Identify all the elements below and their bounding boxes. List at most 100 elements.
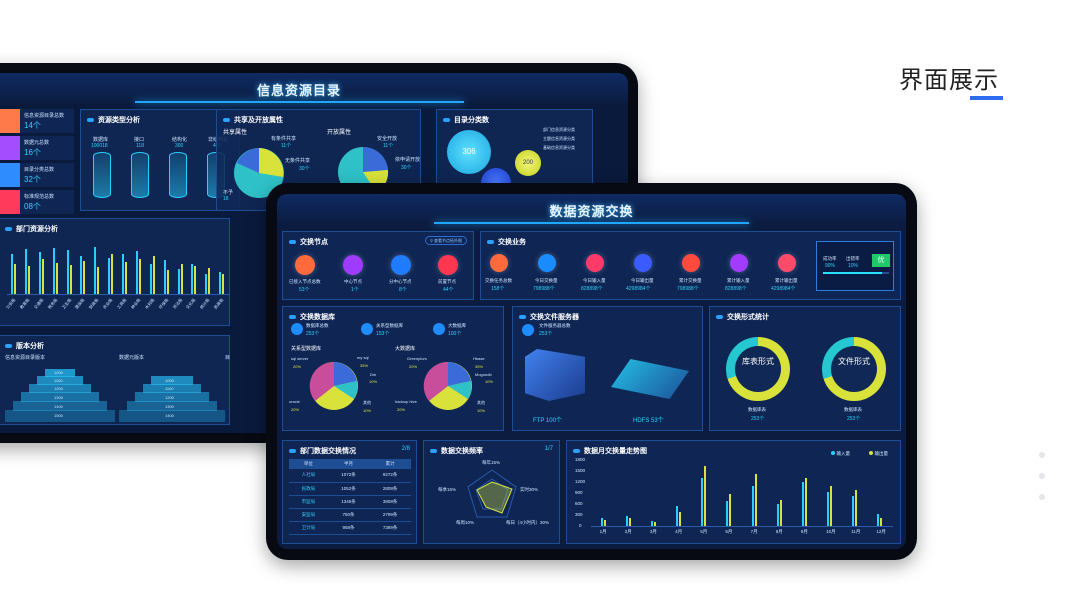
exchange-screen: 数据资源交换 交换节点 ⚲ 查看节点拓扑图 已接入节点总数 53个 中心节点 1…	[277, 194, 906, 549]
table-row[interactable]: 卫计局 958条 7389条	[289, 521, 411, 534]
pie-label: Mogondb	[475, 372, 492, 377]
dept-bar	[138, 259, 141, 294]
rate-box: 成功率 90% 出错率 10% 优	[816, 241, 894, 291]
stat-label: 目录分类总数	[24, 167, 55, 173]
dept-bar	[163, 260, 166, 294]
file-stat-label: 文件服务器总数	[539, 323, 571, 328]
table-cell: 750条	[342, 511, 355, 517]
monthly-trend-panel: 数据月交换量走势图 输入量 输出量 1800 1500 1200 900 600…	[566, 440, 901, 544]
catalog-legend: 主题信息资源分类	[543, 136, 575, 141]
sub-center-node-icon[interactable]	[391, 255, 411, 275]
trend-bar-input	[625, 516, 628, 526]
topology-button[interactable]: ⚲ 查看节点拓扑图	[424, 236, 467, 245]
version-label: 数据元版本	[119, 355, 145, 361]
resource-type-panel: 资源类型分析 数据库 100018 接口 118 结构化 300 非结构化 40…	[80, 109, 240, 211]
page-indicator[interactable]: 1/7	[544, 446, 553, 452]
front-node-icon[interactable]	[438, 255, 458, 275]
dept-bar	[166, 270, 169, 294]
relational-title: 关系型数据库	[291, 346, 322, 352]
dept-label: 卫生局	[60, 297, 72, 310]
table-row[interactable]: 安监局 750条 2799条	[289, 508, 411, 521]
dept-bar	[180, 264, 183, 294]
today-input-icon[interactable]	[586, 254, 604, 272]
pyramid-layer	[37, 376, 83, 385]
cylinder	[93, 152, 111, 198]
form-value: 253个	[751, 416, 765, 422]
exchange-header: 数据资源交换	[277, 194, 906, 224]
version-label: 信息资源目录版本	[5, 355, 46, 361]
table-row[interactable]: 市监局 1345条 3808条	[289, 495, 411, 508]
stat-item[interactable]: 目录分类总数 32个	[0, 163, 74, 187]
db-stat-label: 数据库总数	[306, 323, 329, 328]
table-cell: 民政局	[301, 485, 316, 491]
stat-value: 32个	[24, 175, 41, 184]
y-tick: 300	[575, 512, 583, 517]
stat-item[interactable]: 标准规范总数 08个	[0, 190, 74, 214]
pie-value: 20%	[291, 407, 300, 412]
table-row[interactable]: 民政局 1052条 2808条	[289, 482, 411, 495]
trend-bar-output	[628, 518, 631, 526]
table-row[interactable]: 人社局 1072条 9272条	[289, 469, 411, 482]
dept-bar	[27, 266, 30, 294]
today-exchange-icon[interactable]	[538, 254, 556, 272]
exchange-business-panel: 交换业务 交换任务总数 158个 今日交换量 798988个 今日输入量 828…	[480, 231, 901, 300]
share-pie	[234, 148, 284, 198]
catalog-stat-icon	[0, 109, 20, 133]
stat-item[interactable]: 信息资源目录总数 14个	[0, 109, 74, 133]
list-icon	[0, 163, 20, 187]
radar-label: 实时30%	[520, 487, 539, 492]
success-bar	[823, 272, 889, 274]
business-label: 今日输入量	[583, 278, 606, 283]
ring-label: 库表形式	[742, 357, 774, 366]
pager-dot[interactable]	[1039, 452, 1045, 458]
stat-value: 14个	[24, 121, 41, 130]
trend-bar-output	[855, 490, 858, 526]
success-bar-fill	[823, 272, 883, 274]
table-cell: 2799条	[382, 511, 398, 517]
total-exchange-icon[interactable]	[682, 254, 700, 272]
radar-label: 每季15%	[438, 487, 457, 492]
dept-label: 教育局	[18, 297, 31, 310]
dept-table: 单位 半月 累计 人社局 1072条 9272条 民政局 1052条 2808条 市监局 13…	[289, 459, 411, 535]
type-label: 接口	[134, 137, 145, 143]
trend-bar-input	[776, 504, 779, 526]
center-node-icon[interactable]	[343, 255, 363, 275]
pager-dot[interactable]	[1039, 494, 1045, 500]
stat-item[interactable]: 数据元总数 16个	[0, 136, 74, 160]
dept-label: 农业局	[101, 297, 114, 310]
form-label: 数据库表	[748, 407, 766, 412]
total-input-icon[interactable]	[730, 254, 748, 272]
pager-dot[interactable]	[1039, 473, 1045, 479]
node-total-icon[interactable]	[295, 255, 315, 275]
db-stat-value: 153个	[376, 331, 390, 337]
trend-bar-input	[852, 496, 855, 526]
legend-input: 输入量	[830, 451, 850, 457]
file-stat-value: 253个	[539, 331, 553, 337]
page-indicator[interactable]: 2/8	[401, 446, 410, 452]
dept-bar	[38, 252, 41, 294]
dept-bar	[94, 247, 97, 294]
table-cell: 1072条	[341, 472, 356, 478]
radar-label: 每周10%	[456, 520, 475, 525]
bubble: 306	[447, 130, 491, 174]
total-output-icon[interactable]	[778, 254, 796, 272]
table-cell: 958条	[342, 524, 355, 530]
table-cell: 3808条	[382, 498, 398, 504]
table-cell: 1052条	[341, 485, 356, 491]
trend-bar-output	[729, 494, 732, 526]
pie-value: 20%	[397, 407, 406, 412]
trend-bar-input	[877, 514, 880, 526]
heading-underline	[970, 96, 1003, 100]
dept-bar	[41, 259, 44, 294]
node-value: 53个	[299, 287, 310, 293]
file-server-panel: 交换文件服务器 文件服务器总数 253个 FTP 100个 HDFS 53个	[512, 306, 703, 431]
success-rate-label: 成功率	[823, 256, 837, 261]
task-icon[interactable]	[490, 254, 508, 272]
error-rate-label: 出错率	[846, 256, 860, 261]
success-rate-value: 90%	[825, 263, 836, 269]
y-tick: 1500	[575, 468, 586, 473]
form-label: 数据库表	[844, 407, 862, 412]
pyramid-level: 1000	[54, 370, 63, 375]
today-output-icon[interactable]	[634, 254, 652, 272]
dept-label: 工商局	[115, 297, 128, 310]
